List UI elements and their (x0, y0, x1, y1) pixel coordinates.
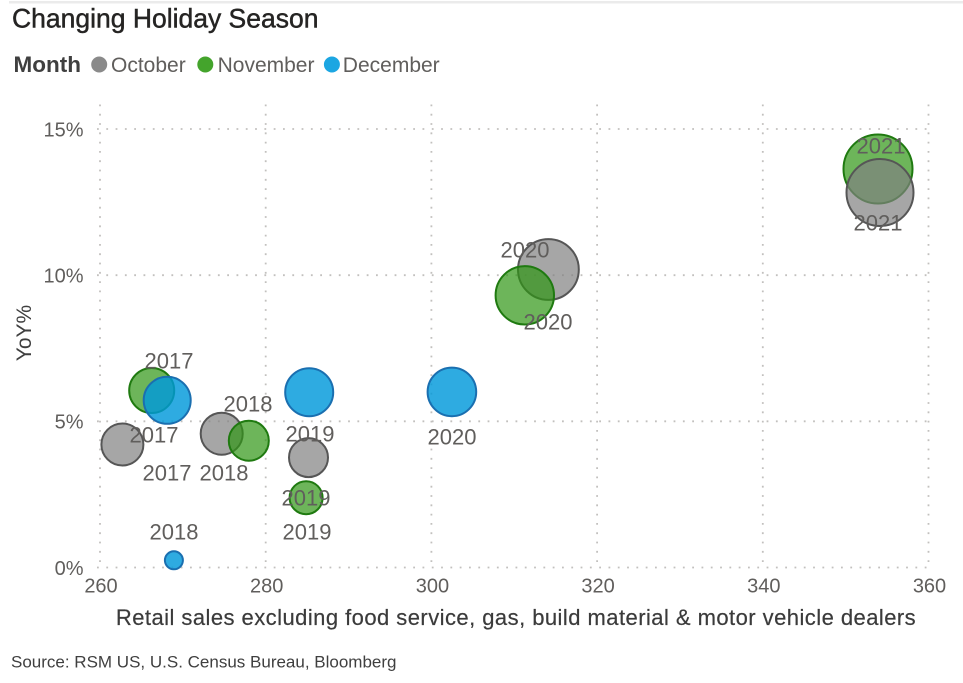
svg-text:5%: 5% (55, 412, 84, 434)
svg-text:280: 280 (250, 576, 283, 598)
svg-text:October: October (111, 54, 186, 77)
svg-text:YoY%: YoY% (13, 305, 36, 361)
svg-text:2017: 2017 (145, 349, 194, 374)
svg-text:2020: 2020 (428, 425, 477, 450)
svg-text:2020: 2020 (524, 310, 573, 335)
svg-text:November: November (218, 54, 315, 77)
svg-text:300: 300 (416, 576, 449, 598)
svg-text:December: December (343, 54, 440, 77)
svg-text:0%: 0% (55, 558, 84, 580)
svg-text:2019: 2019 (282, 486, 331, 511)
svg-text:2021: 2021 (857, 134, 906, 159)
svg-text:2018: 2018 (150, 520, 199, 545)
svg-text:2021: 2021 (854, 211, 903, 236)
svg-text:360: 360 (913, 576, 946, 598)
svg-text:Retail sales excluding food se: Retail sales excluding food service, gas… (116, 605, 916, 630)
svg-text:2019: 2019 (286, 422, 335, 447)
svg-text:15%: 15% (43, 119, 83, 141)
svg-text:2018: 2018 (224, 392, 273, 417)
svg-text:320: 320 (581, 576, 614, 598)
svg-text:2017: 2017 (143, 461, 192, 486)
svg-text:2017: 2017 (130, 423, 179, 448)
svg-text:Changing Holiday Season: Changing Holiday Season (12, 4, 318, 34)
svg-text:340: 340 (747, 576, 780, 598)
svg-text:Month: Month (14, 52, 81, 77)
svg-text:2019: 2019 (283, 520, 332, 545)
svg-text:260: 260 (84, 576, 117, 598)
svg-text:2020: 2020 (501, 238, 550, 263)
svg-text:Source: RSM US, U.S. Census Bu: Source: RSM US, U.S. Census Bureau, Bloo… (11, 653, 397, 672)
svg-text:2018: 2018 (200, 461, 249, 486)
svg-text:10%: 10% (43, 266, 83, 288)
